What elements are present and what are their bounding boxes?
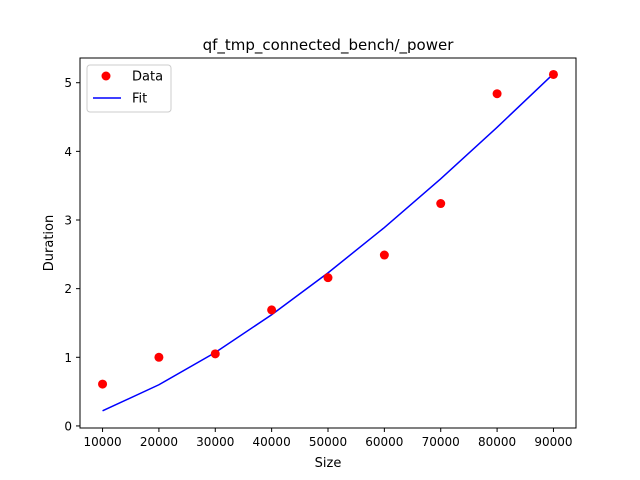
y-tick-label: 3 <box>64 214 72 228</box>
data-point <box>379 250 389 260</box>
x-tick-label: 50000 <box>309 435 347 449</box>
data-point <box>98 379 108 389</box>
legend-data-label: Data <box>132 70 163 85</box>
x-axis-label: Size <box>315 456 342 471</box>
x-tick-label: 60000 <box>365 435 403 449</box>
y-tick-label: 5 <box>64 76 72 90</box>
data-point <box>267 305 277 315</box>
legend: Data Fit <box>86 64 172 113</box>
legend-fit-label: Fit <box>132 92 147 107</box>
y-tick-label: 0 <box>64 419 72 433</box>
y-axis-label: Duration <box>42 215 57 271</box>
y-tick-label: 2 <box>64 282 72 296</box>
x-tick-label: 90000 <box>534 435 572 449</box>
chart-title: qf_tmp_connected_bench/_power <box>203 36 455 55</box>
data-point <box>492 89 502 99</box>
plot-area <box>80 58 576 428</box>
data-point <box>436 199 446 209</box>
legend-data-marker <box>101 71 111 81</box>
x-tick-label: 10000 <box>83 435 121 449</box>
data-point <box>548 69 558 79</box>
data-point <box>154 352 164 362</box>
x-tick-label: 20000 <box>140 435 178 449</box>
x-tick-label: 30000 <box>196 435 234 449</box>
data-point <box>210 349 220 359</box>
fit-line <box>102 73 554 412</box>
x-tick-label: 40000 <box>253 435 291 449</box>
y-tick-label: 1 <box>64 351 72 365</box>
x-axis-ticks: 10000 20000 30000 40000 50000 60000 70000 80000… <box>83 428 573 449</box>
data-point <box>323 273 333 283</box>
y-axis-ticks: 0 1 2 3 4 5 <box>64 76 80 433</box>
x-tick-label: 80000 <box>478 435 516 449</box>
fit-series <box>102 73 554 412</box>
y-tick-label: 4 <box>64 145 72 159</box>
axes-frame <box>79 57 577 429</box>
data-series <box>98 69 558 389</box>
x-tick-label: 70000 <box>422 435 460 449</box>
